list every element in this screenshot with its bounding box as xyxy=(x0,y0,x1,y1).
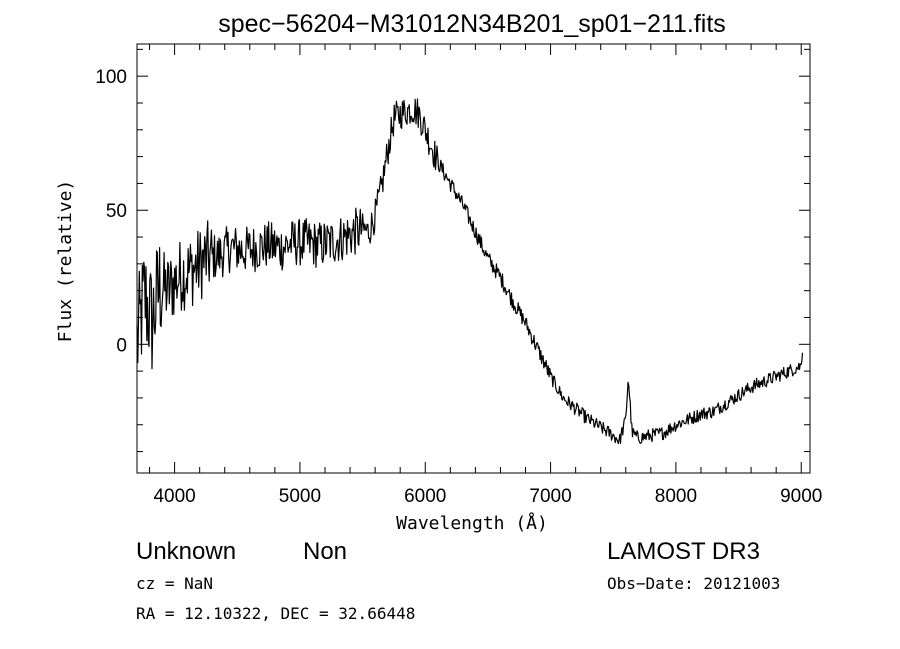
x-tick-label: 9000 xyxy=(780,486,822,507)
object-subclass: Non xyxy=(303,538,347,565)
y-tick-label: 50 xyxy=(106,201,127,222)
y-tick-label: 100 xyxy=(95,67,127,88)
object-class: Unknown xyxy=(136,538,236,565)
survey-name: LAMOST DR3 xyxy=(607,538,760,565)
y-tick-label: 0 xyxy=(116,335,127,356)
x-tick-label: 6000 xyxy=(404,486,446,507)
plot-frame xyxy=(136,43,811,474)
coordinates-text: RA = 12.10322, DEC = 32.66448 xyxy=(136,604,415,623)
obs-date-text: Obs−Date: 20121003 xyxy=(607,574,780,593)
y-axis-label: Flux (relative) xyxy=(55,180,76,343)
x-tick-label: 8000 xyxy=(655,486,697,507)
tick-labels: 4000 5000 6000 7000 8000 9000 0 50 100 xyxy=(95,67,822,507)
x-tick-label: 4000 xyxy=(153,486,195,507)
chart-title: spec−56204−M31012N34B201_sp01−211.fits xyxy=(218,10,726,38)
x-tick-label: 7000 xyxy=(529,486,571,507)
minor-ticks xyxy=(137,44,810,473)
x-axis-label: Wavelength (Å) xyxy=(396,512,548,534)
major-ticks xyxy=(137,44,810,473)
spectrum-line xyxy=(136,98,804,445)
redshift-text: cz = NaN xyxy=(136,574,213,593)
x-tick-label: 5000 xyxy=(279,486,321,507)
